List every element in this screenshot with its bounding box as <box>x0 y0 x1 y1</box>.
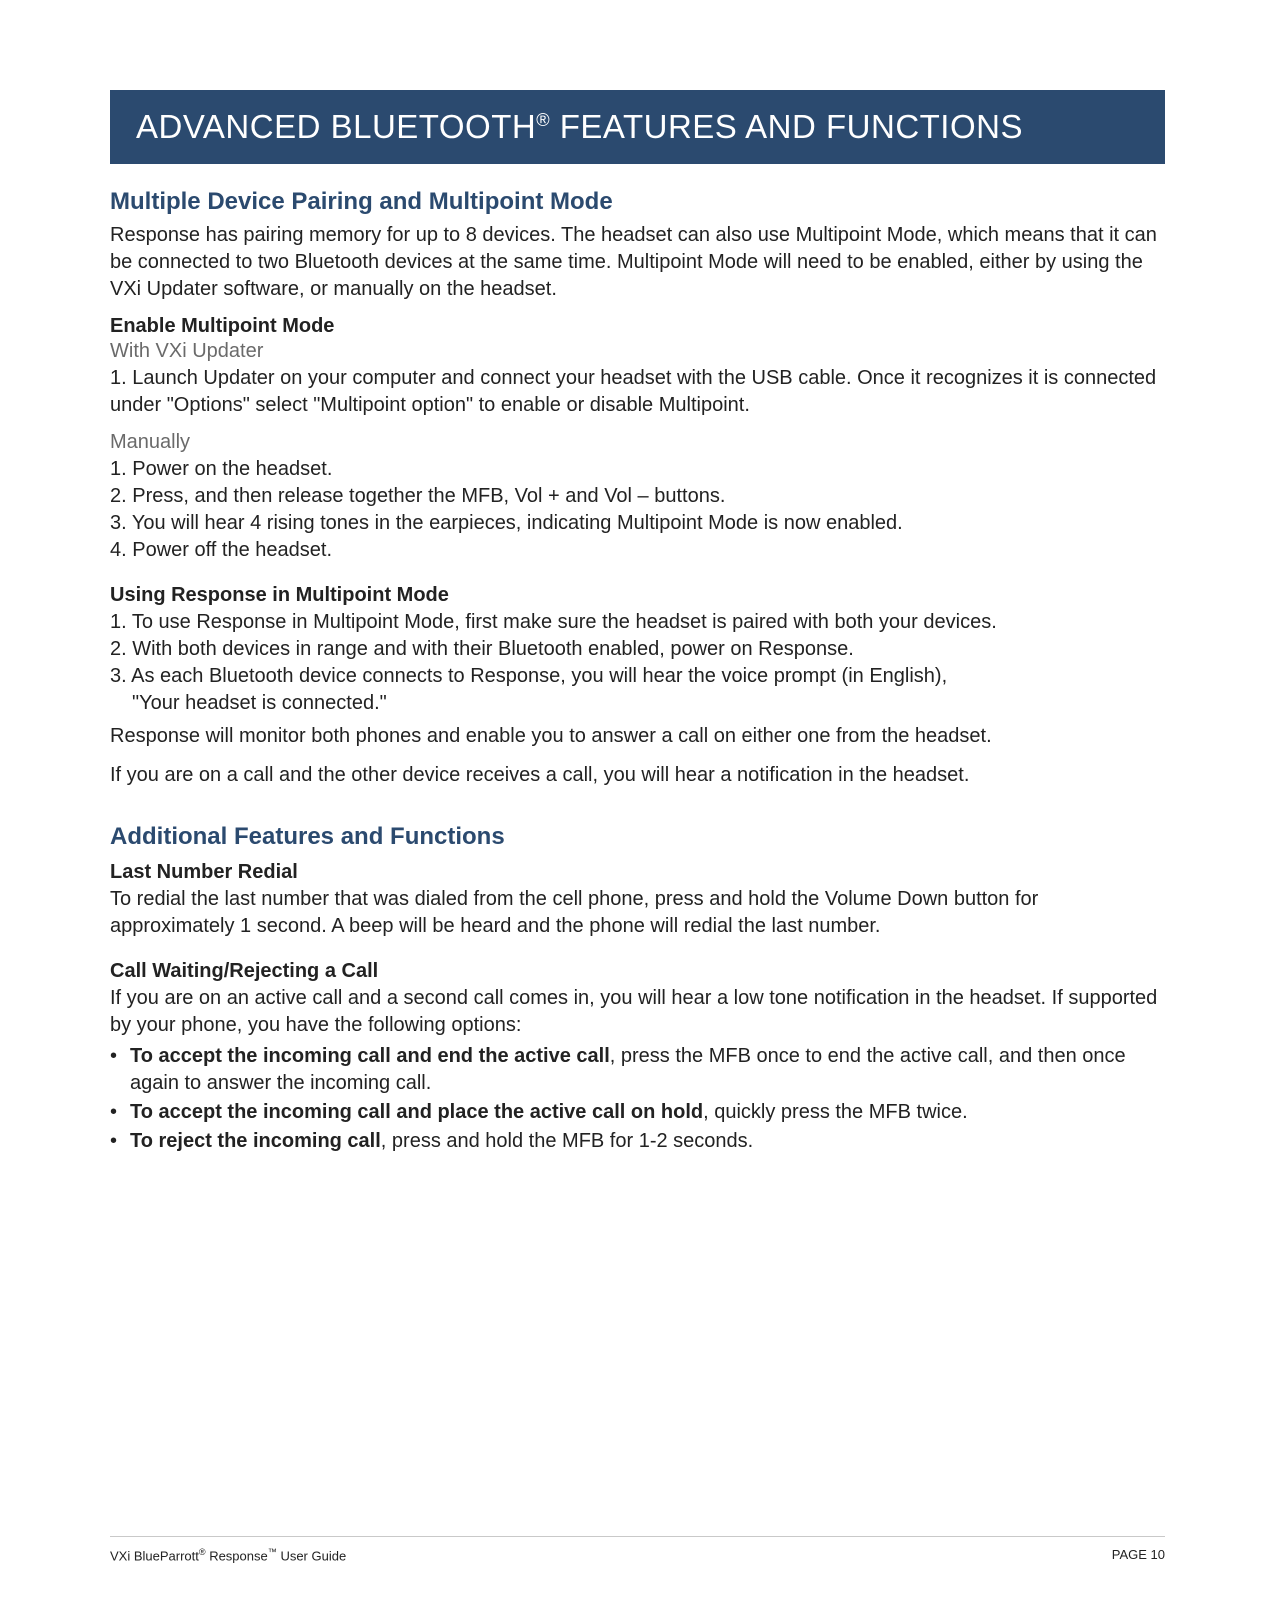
section2-heading: Additional Features and Functions <box>110 823 1165 851</box>
section1-heading: Multiple Device Pairing and Multipoint M… <box>110 188 1165 216</box>
using-step-1: 1. To use Response in Multipoint Mode, f… <box>110 609 1165 636</box>
with-updater-label: With VXi Updater <box>110 340 1165 363</box>
bullet-1-bold: To accept the incoming call and end the … <box>130 1045 610 1067</box>
bullet-2-bold: To accept the incoming call and place th… <box>130 1101 703 1123</box>
using-heading: Using Response in Multipoint Mode <box>110 584 1165 607</box>
callwaiting-heading: Call Waiting/Rejecting a Call <box>110 960 1165 983</box>
footer-left: VXi BlueParrott® Response™ User Guide <box>110 1547 346 1563</box>
banner-title-sup: ® <box>536 110 550 130</box>
footer-sup1: ® <box>199 1547 206 1557</box>
redial-heading: Last Number Redial <box>110 861 1165 884</box>
footer-right: PAGE 10 <box>1112 1547 1165 1563</box>
enable-heading: Enable Multipoint Mode <box>110 315 1165 338</box>
bullet-dot-icon: • <box>110 1043 130 1097</box>
manually-label: Manually <box>110 431 1165 454</box>
bullet-1: • To accept the incoming call and end th… <box>110 1043 1165 1097</box>
using-step-3b: "Your headset is connected." <box>110 690 1165 717</box>
bullet-2-text: To accept the incoming call and place th… <box>130 1099 1165 1126</box>
bullet-2: • To accept the incoming call and place … <box>110 1099 1165 1126</box>
bullet-dot-icon: • <box>110 1128 130 1155</box>
redial-text: To redial the last number that was diale… <box>110 886 1165 940</box>
bullet-1-text: To accept the incoming call and end the … <box>130 1043 1165 1097</box>
with-updater-step1: 1. Launch Updater on your computer and c… <box>110 365 1165 419</box>
using-para-2: If you are on a call and the other devic… <box>110 762 1165 789</box>
bullet-3-rest: , press and hold the MFB for 1-2 seconds… <box>381 1130 753 1152</box>
banner-title-post: FEATURES AND FUNCTIONS <box>550 108 1023 145</box>
section1-intro: Response has pairing memory for up to 8 … <box>110 222 1165 303</box>
bullet-3: • To reject the incoming call, press and… <box>110 1128 1165 1155</box>
manual-step-2: 2. Press, and then release together the … <box>110 483 1165 510</box>
manual-step-4: 4. Power off the headset. <box>110 537 1165 564</box>
bullet-3-text: To reject the incoming call, press and h… <box>130 1128 1165 1155</box>
callwaiting-intro: If you are on an active call and a secon… <box>110 985 1165 1039</box>
manual-step-1: 1. Power on the headset. <box>110 456 1165 483</box>
banner-title-pre: ADVANCED BLUETOOTH <box>136 108 536 145</box>
bullet-dot-icon: • <box>110 1099 130 1126</box>
bullet-3-bold: To reject the incoming call <box>130 1130 381 1152</box>
manual-step-3: 3. You will hear 4 rising tones in the e… <box>110 510 1165 537</box>
footer-left-mid: Response <box>206 1548 268 1563</box>
page-banner: ADVANCED BLUETOOTH® FEATURES AND FUNCTIO… <box>110 90 1165 164</box>
footer-left-post: User Guide <box>277 1548 346 1563</box>
footer-left-pre: VXi BlueParrott <box>110 1548 199 1563</box>
using-step-3a: 3. As each Bluetooth device connects to … <box>110 663 1165 690</box>
footer-sup2: ™ <box>268 1547 277 1557</box>
using-para-1: Response will monitor both phones and en… <box>110 723 1165 750</box>
using-step-2: 2. With both devices in range and with t… <box>110 636 1165 663</box>
bullet-2-rest: , quickly press the MFB twice. <box>703 1101 968 1123</box>
banner-title: ADVANCED BLUETOOTH® FEATURES AND FUNCTIO… <box>136 108 1139 146</box>
page-footer: VXi BlueParrott® Response™ User Guide PA… <box>110 1536 1165 1563</box>
